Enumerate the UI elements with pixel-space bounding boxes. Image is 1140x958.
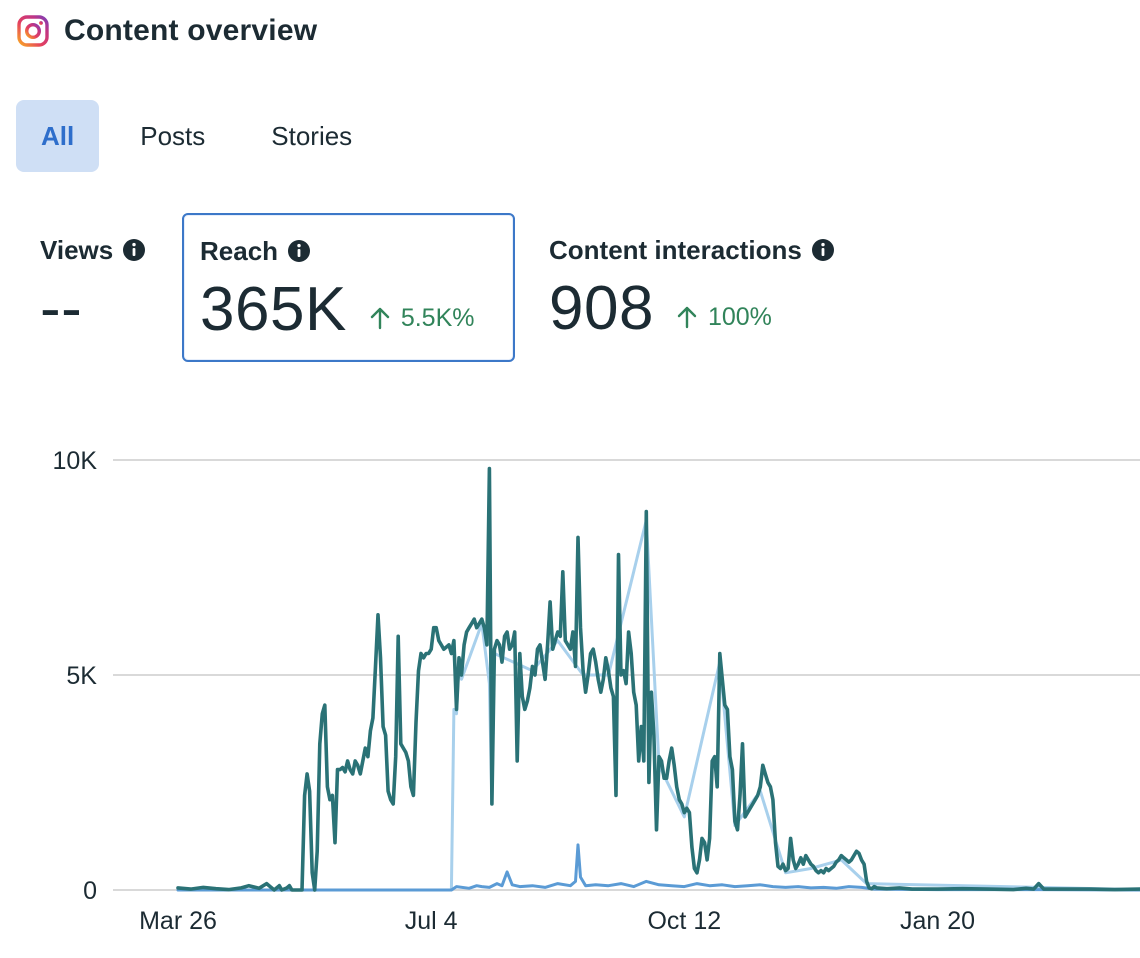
x-tick-label: Oct 12 xyxy=(647,907,721,935)
metric-reach-change-text: 5.5K% xyxy=(400,303,475,332)
series-line-secondary xyxy=(176,518,1140,892)
y-tick-label: 5K xyxy=(66,662,97,690)
y-tick-label: 10K xyxy=(53,447,98,475)
header: Content overview xyxy=(16,14,317,48)
metric-interactions-label: Content interactions xyxy=(549,234,802,265)
y-tick-label: 0 xyxy=(83,877,97,905)
info-icon[interactable] xyxy=(122,238,146,262)
metric-content-interactions[interactable]: Content interactions 908 100% xyxy=(549,214,835,340)
arrow-up-icon xyxy=(677,306,697,329)
metric-reach-label: Reach xyxy=(200,235,279,266)
info-icon[interactable] xyxy=(287,239,311,263)
x-tick-label: Jul 4 xyxy=(405,907,458,935)
series-line-tertiary xyxy=(176,843,1140,892)
metric-reach[interactable]: Reach 365K 5.5K% xyxy=(182,213,515,362)
metric-interactions-change: 100% xyxy=(676,303,772,332)
metric-reach-change: 5.5K% xyxy=(369,303,475,333)
content-type-tabs: All Posts Stories xyxy=(16,100,377,172)
tab-posts[interactable]: Posts xyxy=(140,120,206,151)
metric-reach-value: 365K xyxy=(200,275,347,344)
metric-views-value: -- xyxy=(40,274,83,343)
reach-line-chart[interactable]: 0 5K 10K Mar 26 Jul 4 Oct 12 Jan 20 xyxy=(0,430,1140,950)
metric-views-label: Views xyxy=(40,234,114,265)
tab-stories[interactable]: Stories xyxy=(271,120,353,151)
x-tick-label: Jan 20 xyxy=(900,907,975,935)
metric-interactions-change-text: 100% xyxy=(707,302,772,331)
x-tick-label: Mar 26 xyxy=(139,907,217,935)
arrow-up-icon xyxy=(370,307,390,330)
info-icon[interactable] xyxy=(811,238,835,262)
instagram-icon xyxy=(17,15,49,47)
metric-views[interactable]: Views -- xyxy=(40,214,146,340)
page-title: Content overview xyxy=(64,14,318,47)
series-line-primary xyxy=(176,466,1140,892)
tab-all[interactable]: All xyxy=(16,100,100,172)
metric-interactions-value: 908 xyxy=(549,274,654,343)
